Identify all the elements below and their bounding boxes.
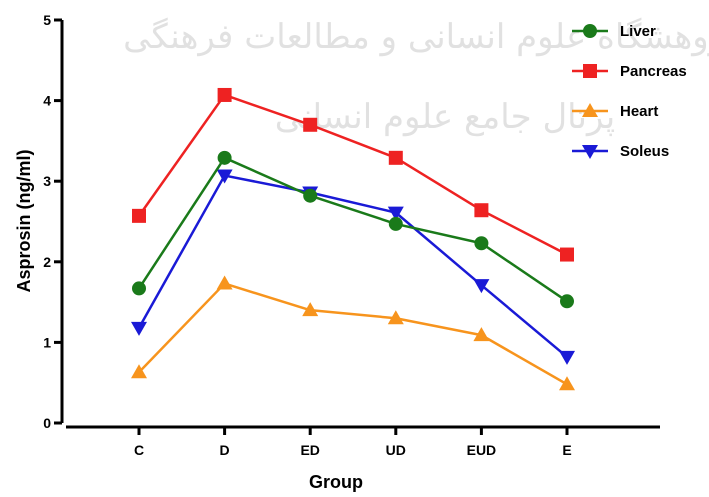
watermark: پژوهشگاه علوم انسانی و مطالعات فرهنگی پر… [123, 17, 709, 137]
data-point-pancreas [132, 208, 146, 223]
legend-marker [582, 145, 598, 159]
x-axis-title: Group [309, 472, 363, 492]
x-tick-label: C [134, 442, 144, 458]
x-tick-label: UD [386, 442, 406, 458]
legend-label: Liver [620, 23, 656, 40]
y-tick-label: 2 [43, 254, 51, 270]
data-point-liver [474, 236, 489, 251]
series-line-liver [137, 156, 568, 303]
data-point-heart [387, 310, 404, 325]
y-tick-label: 4 [43, 93, 51, 109]
data-point-pancreas [560, 247, 574, 262]
data-point-pancreas [303, 117, 318, 132]
series-line-pancreas [137, 93, 568, 256]
series-line-heart [138, 282, 568, 386]
data-point-liver [560, 294, 574, 309]
data-point-heart [131, 364, 147, 379]
y-tick-label: 5 [43, 12, 51, 28]
y-axis-title: Asprosin (ng/ml) [14, 149, 34, 292]
x-tick-label: D [220, 442, 230, 458]
data-point-soleus [216, 169, 233, 184]
series-line-soleus [137, 174, 568, 358]
series-pancreas [132, 87, 574, 262]
data-point-heart [302, 302, 319, 317]
series-heart [131, 275, 575, 391]
data-point-pancreas [217, 87, 232, 102]
legend-label: Pancreas [620, 63, 687, 80]
data-point-liver [303, 188, 318, 203]
y-tick-label: 1 [43, 334, 51, 350]
legend-marker [583, 64, 597, 78]
data-point-heart [473, 327, 490, 342]
x-tick-label: EUD [467, 442, 497, 458]
series [131, 87, 575, 391]
legend-marker [582, 103, 598, 117]
legend-marker [583, 24, 597, 38]
data-point-liver [388, 216, 403, 231]
data-point-heart [216, 275, 233, 290]
watermark-line-1: پژوهشگاه علوم انسانی و مطالعات فرهنگی [123, 17, 709, 57]
data-point-pancreas [474, 203, 489, 218]
y-tick-label: 3 [43, 173, 51, 189]
data-point-heart [559, 376, 575, 391]
y-tick-label: 0 [43, 415, 51, 431]
legend-item-liver: Liver [572, 23, 656, 40]
data-point-soleus [559, 350, 575, 365]
data-point-soleus [387, 206, 404, 221]
data-point-soleus [131, 321, 147, 336]
x-tick-label: ED [300, 442, 319, 458]
legend-item-pancreas: Pancreas [572, 63, 687, 80]
legend-label: Soleus [620, 143, 669, 160]
legend-item-heart: Heart [572, 103, 658, 120]
data-point-liver [217, 150, 232, 165]
data-point-soleus [473, 279, 490, 294]
legend-item-soleus: Soleus [572, 143, 669, 160]
data-point-pancreas [388, 150, 403, 165]
legend-label: Heart [620, 103, 658, 120]
series-liver [132, 150, 574, 309]
x-tick-label: E [562, 442, 571, 458]
data-point-liver [132, 281, 146, 296]
legend: Liver Pancreas Heart Soleus [572, 23, 687, 160]
watermark-line-2: پرتال جامع علوم انسانی [275, 97, 615, 137]
axes: 0 1 2 3 4 5 C D ED UD EUD E [43, 12, 660, 458]
